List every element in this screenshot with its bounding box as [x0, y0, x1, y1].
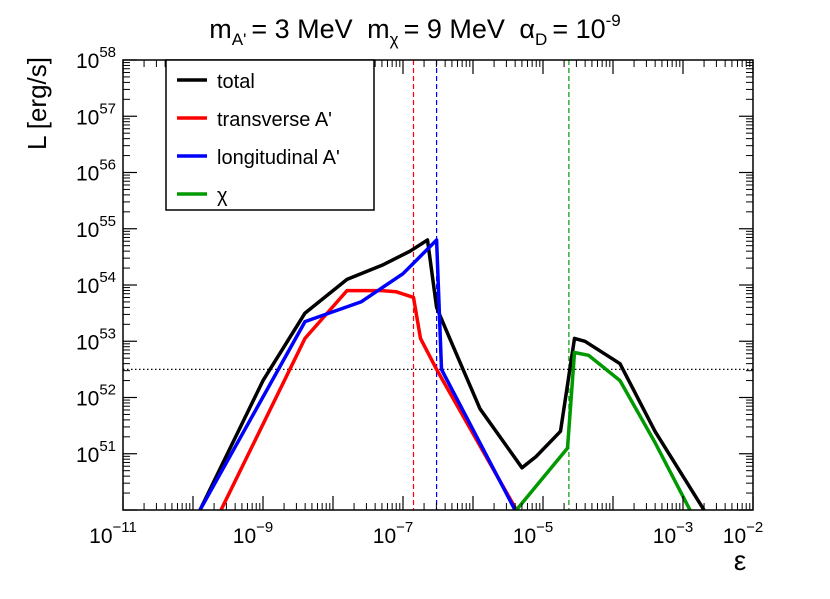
x-tick-base: 10 [89, 525, 112, 548]
x-axis-label: ε [734, 545, 746, 576]
chart-title: mA' = 3 MeV mχ = 9 MeV αD = 10-9 [209, 11, 621, 49]
x-tick-label: 10−9 [233, 519, 273, 548]
x-tick-base: 10 [653, 525, 676, 548]
y-axis-label: L [erg/s] [22, 57, 52, 150]
y-tick-exp: 58 [99, 44, 116, 61]
y-tick-base: 10 [76, 331, 99, 354]
x-tick-exp: −3 [676, 519, 693, 536]
y-tick-exp: 56 [99, 157, 116, 174]
y-tick-label: 1058 [76, 44, 116, 73]
y-tick-exp: 55 [99, 213, 116, 230]
x-tick-label: 10−2 [723, 519, 763, 548]
y-tick-base: 10 [76, 50, 99, 73]
y-tick-label: 1055 [76, 213, 116, 242]
legend-label-chi: χ [217, 185, 228, 207]
x-tick-label: 10−5 [513, 519, 553, 548]
y-tick-exp: 51 [99, 438, 116, 455]
x-tick-base: 10 [373, 525, 396, 548]
y-tick-exp: 57 [99, 100, 116, 117]
x-tick-exp: −2 [746, 519, 763, 536]
series-line-1 [219, 288, 518, 510]
legend-label-longitudinal: longitudinal A' [217, 147, 340, 169]
x-tick-exp: −9 [256, 519, 273, 536]
y-tick-base: 10 [76, 388, 99, 411]
y-tick-base: 10 [76, 163, 99, 186]
series-line-2 [198, 238, 517, 510]
y-tick-exp: 53 [99, 325, 116, 342]
x-tick-exp: −5 [536, 519, 553, 536]
series-line-0 [198, 238, 706, 510]
series-group [198, 238, 706, 510]
legend: total transverse A' longitudinal A' χ [165, 59, 375, 211]
plot-area [123, 60, 753, 510]
x-tick-label: 10−3 [653, 519, 693, 548]
axes: 10−11 10−9 10−7 10−5 10−3 10−2105110521053105… [76, 44, 763, 548]
x-tick-base: 10 [513, 525, 536, 548]
x-tick-exp: −11 [113, 519, 137, 536]
legend-box [165, 59, 375, 211]
series-line-3 [515, 350, 692, 510]
legend-label-total: total [217, 71, 255, 93]
y-tick-base: 10 [76, 444, 99, 467]
y-tick-exp: 52 [99, 382, 116, 399]
x-tick-label: 10−7 [373, 519, 413, 548]
y-tick-label: 1057 [76, 100, 116, 129]
y-tick-base: 10 [76, 106, 99, 129]
y-tick-exp: 54 [99, 269, 116, 286]
x-tick-exp: −7 [396, 519, 413, 536]
y-tick-label: 1053 [76, 325, 116, 354]
y-tick-label: 1052 [76, 382, 116, 411]
y-tick-base: 10 [76, 275, 99, 298]
y-tick-base: 10 [76, 219, 99, 242]
y-tick-label: 1056 [76, 157, 116, 186]
x-tick-base: 10 [723, 525, 746, 548]
legend-label-transverse: transverse A' [217, 109, 332, 131]
y-tick-label: 1051 [76, 438, 116, 467]
x-tick-base: 10 [233, 525, 256, 548]
y-tick-label: 1054 [76, 269, 116, 298]
x-tick-label: 10−11 [89, 519, 137, 548]
